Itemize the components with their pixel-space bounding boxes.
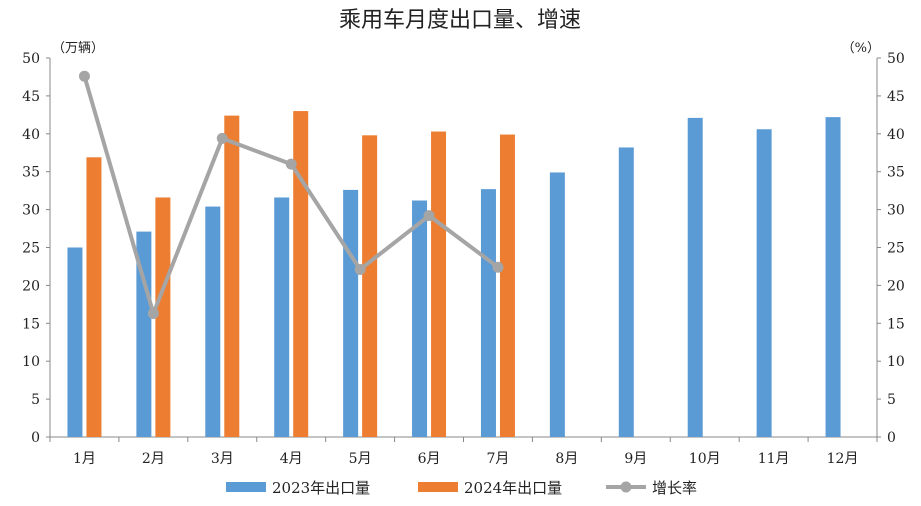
x-tick-label: 5月	[349, 451, 372, 467]
right-tick-label: 0	[887, 430, 896, 446]
bar-2023	[67, 247, 83, 437]
growth-rate-point	[216, 132, 228, 144]
bar-2023	[480, 189, 496, 437]
bar-2023	[549, 172, 565, 437]
right-tick-label: 20	[887, 278, 905, 294]
growth-rate-point	[147, 307, 159, 319]
legend-2024-swatch	[418, 482, 458, 492]
x-tick-label: 9月	[624, 451, 647, 467]
bar-2023	[205, 206, 221, 437]
bar-2023	[412, 200, 428, 437]
x-tick-label: 10月	[689, 451, 721, 467]
bar-2023	[274, 197, 290, 437]
x-tick-label: 1月	[73, 451, 96, 467]
right-tick-label: 5	[887, 392, 896, 408]
right-tick-label: 25	[887, 241, 905, 257]
legend-2023-label: 2023年出口量	[272, 479, 370, 497]
legend-2023-swatch	[226, 482, 266, 492]
bar-2023	[618, 147, 634, 437]
x-tick-label: 12月	[827, 451, 859, 467]
left-axis-unit: （万辆）	[52, 41, 104, 56]
left-tick-label: 15	[22, 316, 40, 332]
right-tick-label: 35	[887, 165, 905, 181]
bar-2024	[431, 131, 447, 437]
bar-2023	[756, 129, 772, 437]
left-tick-label: 10	[22, 354, 40, 370]
bar-2023	[825, 117, 841, 438]
legend-growth-label: 增长率	[652, 479, 697, 497]
chart-title: 乘用车月度出口量、增速	[339, 8, 581, 33]
left-tick-label: 40	[22, 127, 40, 143]
left-tick-label: 50	[22, 51, 40, 67]
x-tick-label: 4月	[280, 451, 303, 467]
left-tick-label: 30	[22, 203, 40, 219]
chart-marks: 0 0 5 5 10 10 15 15 20 20 25 25 30 30 35 35 40 40 45 45 50 50…	[22, 51, 905, 467]
x-tick-label: 2月	[142, 451, 165, 467]
growth-rate-point	[492, 261, 504, 273]
right-tick-label: 40	[887, 127, 905, 143]
x-tick-label: 8月	[555, 451, 578, 467]
right-axis-unit: （%）	[842, 41, 880, 56]
growth-rate-point	[423, 210, 435, 222]
left-tick-label: 20	[22, 278, 40, 294]
right-tick-label: 45	[887, 89, 905, 105]
bar-2024	[86, 157, 102, 437]
bar-2023	[687, 117, 703, 438]
left-tick-label: 5	[31, 392, 40, 408]
right-tick-label: 10	[887, 354, 905, 370]
x-tick-label: 11月	[758, 451, 790, 467]
left-tick-label: 35	[22, 165, 40, 181]
x-tick-label: 6月	[418, 451, 441, 467]
legend-growth-marker	[620, 481, 632, 493]
left-tick-label: 25	[22, 241, 40, 257]
x-tick-label: 7月	[486, 451, 509, 467]
right-tick-label: 30	[887, 203, 905, 219]
growth-rate-point	[78, 70, 90, 82]
left-tick-label: 0	[31, 430, 40, 446]
bar-2024	[362, 135, 378, 438]
bar-2024	[224, 115, 240, 437]
growth-rate-point	[285, 158, 297, 170]
legend: 2023年出口量 2024年出口量 增长率	[226, 479, 697, 497]
growth-rate-point	[354, 263, 366, 275]
bar-2024	[155, 197, 171, 437]
legend-2024-label: 2024年出口量	[464, 479, 562, 497]
left-tick-label: 45	[22, 89, 40, 105]
bar-2023	[136, 231, 152, 437]
bar-2024	[293, 111, 309, 437]
right-tick-label: 15	[887, 316, 905, 332]
bar-2023	[343, 189, 359, 437]
bar-2024	[499, 134, 515, 438]
x-tick-label: 3月	[211, 451, 234, 467]
right-tick-label: 50	[887, 51, 905, 67]
